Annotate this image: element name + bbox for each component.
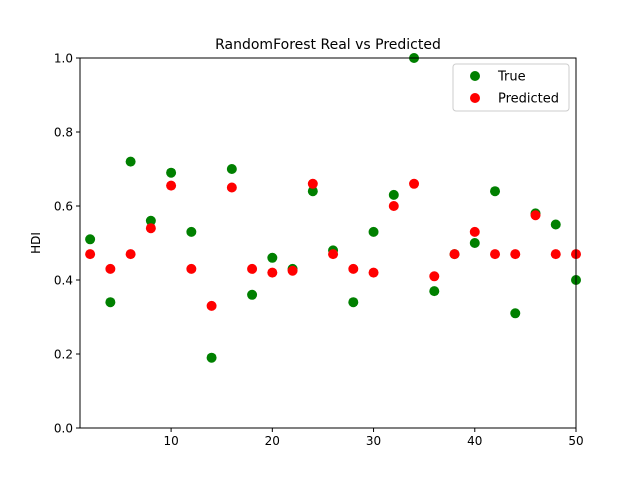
point-true <box>490 186 501 197</box>
point-true <box>388 189 399 200</box>
point-true <box>206 352 217 363</box>
point-true <box>125 156 136 167</box>
point-true <box>85 234 96 245</box>
point-predicted <box>307 178 318 189</box>
point-true <box>307 186 318 197</box>
legend-label-predicted: Predicted <box>498 92 559 107</box>
point-predicted <box>166 180 177 191</box>
point-true <box>469 238 480 248</box>
point-predicted <box>125 249 136 260</box>
point-predicted <box>388 201 399 211</box>
point-predicted <box>348 263 359 274</box>
y-tick-label: 0.8 <box>54 126 73 140</box>
legend-marker-predicted <box>470 93 480 103</box>
y-axis-label: HDI <box>29 232 43 254</box>
point-predicted <box>85 249 96 260</box>
point-true <box>368 226 379 237</box>
point-predicted <box>368 267 379 278</box>
point-predicted <box>186 263 197 274</box>
point-true <box>510 308 521 319</box>
point-true <box>550 219 561 230</box>
point-predicted <box>490 249 501 260</box>
x-tick-label: 40 <box>467 434 482 448</box>
x-tick-label: 50 <box>568 434 583 448</box>
point-predicted <box>469 226 480 237</box>
x-tick-label: 20 <box>265 434 280 448</box>
point-predicted <box>287 265 298 276</box>
legend-marker-true <box>470 71 480 81</box>
y-tick-label: 0.0 <box>54 422 73 436</box>
point-predicted <box>226 182 237 193</box>
point-true <box>105 297 116 308</box>
point-predicted <box>510 249 521 260</box>
point-true <box>226 164 237 174</box>
y-tick-label: 0.4 <box>54 274 73 288</box>
point-predicted <box>409 178 420 189</box>
point-true <box>145 215 156 226</box>
point-predicted <box>449 249 460 260</box>
point-true <box>348 297 359 308</box>
axis-ticks: 10 20 30 40 50 0.0 0.2 0.4 0.6 0.8 1.0 <box>54 52 584 449</box>
axes-frame <box>79 57 577 429</box>
point-predicted <box>550 249 561 260</box>
chart-title: RandomForest Real vs Predicted <box>215 37 441 53</box>
point-predicted <box>247 263 258 274</box>
data-points <box>85 53 581 363</box>
x-tick-label: 10 <box>163 434 178 448</box>
point-true <box>247 289 258 300</box>
point-true <box>267 252 278 263</box>
point-true <box>166 167 177 178</box>
point-predicted <box>267 267 278 278</box>
point-predicted <box>328 249 339 260</box>
point-true <box>186 226 197 237</box>
x-tick-label: 30 <box>366 434 381 448</box>
point-predicted <box>105 263 116 274</box>
legend-label-true: True <box>497 70 526 85</box>
y-tick-label: 0.2 <box>54 348 73 362</box>
point-true <box>429 286 440 297</box>
legend: True Predicted <box>452 63 570 112</box>
y-tick-label: 0.6 <box>54 200 73 214</box>
y-tick-label: 1.0 <box>54 52 73 66</box>
point-predicted <box>429 271 440 282</box>
legend-box <box>452 63 570 112</box>
point-predicted <box>530 210 541 221</box>
point-predicted <box>206 300 217 311</box>
point-predicted <box>145 223 156 234</box>
